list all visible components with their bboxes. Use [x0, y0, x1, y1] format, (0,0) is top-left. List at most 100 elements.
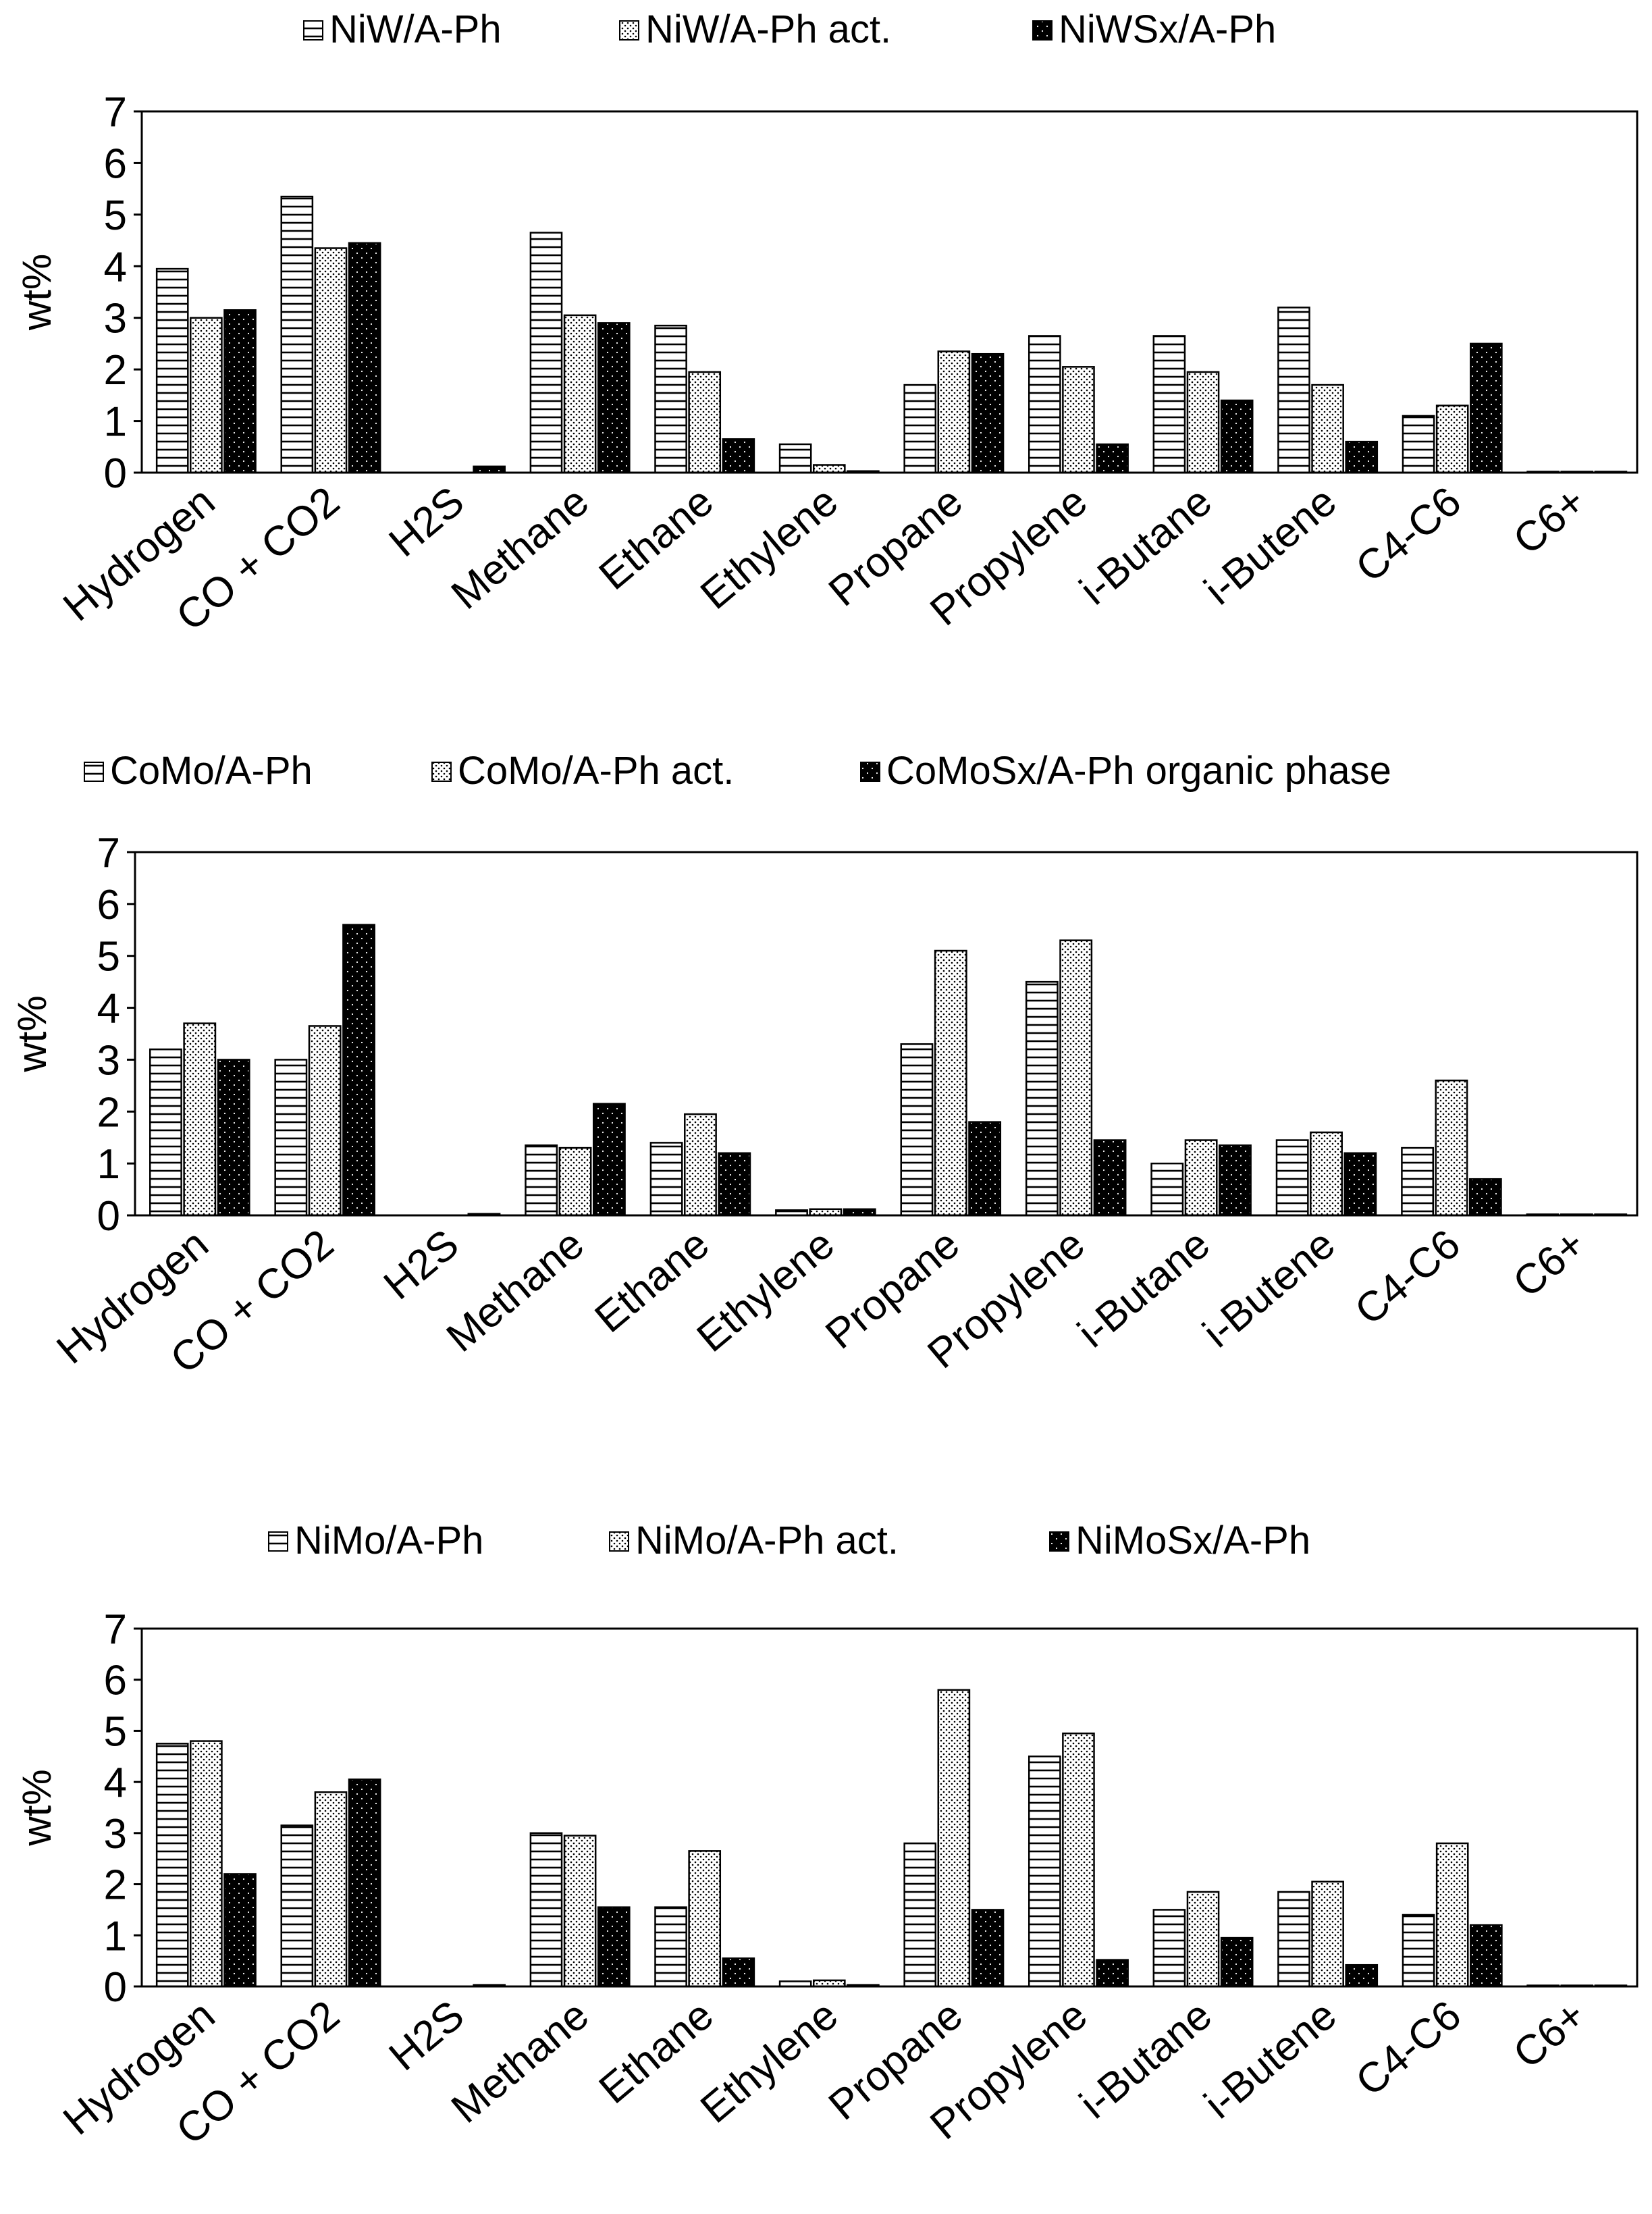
y-tick-label-7: 7 [104, 1606, 127, 1653]
legend-label-2: NiMo/A-Ph act. [635, 1519, 899, 1562]
bar-black-10 [1470, 1924, 1503, 1988]
bar-hlines-8 [1152, 1909, 1186, 1988]
bar-hlines-1 [274, 1059, 308, 1217]
bar-hlines-9 [1277, 1891, 1310, 1988]
y-tick-label-3: 3 [104, 1811, 127, 1857]
bar-dots-3 [563, 1835, 597, 1988]
legend-swatch-1 [268, 1531, 288, 1552]
bar-dots-1 [314, 1791, 348, 1988]
bar-black-1 [348, 1778, 381, 1988]
x-tick-label-10: C4-C6 [1348, 478, 1470, 591]
y-tick-label-1: 1 [104, 399, 127, 446]
y-tick-label-5: 5 [97, 934, 120, 980]
bar-hlines-8 [1150, 1162, 1184, 1217]
bar-hlines-4 [654, 1906, 687, 1988]
bar-hlines-0 [155, 267, 189, 474]
bar-dots-10 [1435, 1842, 1469, 1988]
bar-dots-8 [1186, 371, 1220, 474]
plot-frame [140, 1627, 1638, 1988]
y-tick-label-2: 2 [104, 347, 127, 394]
legend-swatch-1 [303, 20, 323, 41]
bar-black-7 [1093, 1139, 1127, 1217]
bar-dots-4 [684, 1113, 717, 1217]
bar-hlines-8 [1152, 335, 1186, 474]
bar-dots-3 [563, 314, 597, 474]
plot-frame [140, 110, 1638, 474]
bar-dots-3 [558, 1146, 592, 1217]
bar-hlines-5 [778, 443, 812, 474]
bar-dots-10 [1435, 1079, 1468, 1217]
bar-hlines-0 [149, 1048, 182, 1217]
bar-dots-1 [308, 1025, 342, 1217]
legend-label-3: NiMoSx/A-Ph [1075, 1519, 1310, 1562]
legend-label-1: NiMo/A-Ph [294, 1519, 483, 1562]
y-tick-label-6: 6 [97, 882, 120, 928]
y-tick-label-1: 1 [104, 1913, 127, 1959]
x-tick-label-8: i-Butane [1071, 478, 1221, 614]
legend-swatch-3 [1049, 1531, 1069, 1552]
x-tick-label-9: i-Butene [1196, 1992, 1345, 2128]
bar-hlines-7 [1025, 980, 1059, 1217]
legend-label-3: CoMoSx/A-Ph organic phase [886, 749, 1391, 793]
x-tick-label-5: Ethylene [692, 478, 847, 618]
bar-hlines-7 [1028, 335, 1061, 474]
bar-black-1 [342, 924, 375, 1217]
legend-label-3: NiWSx/A-Ph [1059, 7, 1276, 51]
bar-dots-6 [937, 350, 971, 474]
bar-black-9 [1343, 1152, 1377, 1217]
legend-swatch-2 [619, 20, 639, 41]
x-tick-label-11: C6+ [1505, 478, 1595, 564]
legend-swatch-2 [431, 762, 452, 782]
x-tick-label-2: H2S [381, 1992, 473, 2080]
x-tick-label-5: Ethylene [692, 1992, 847, 2132]
x-tick-label-5: Ethylene [689, 1221, 843, 1361]
bar-black-7 [1096, 443, 1129, 474]
chart-panel-1: NiW/A-Ph NiW/A-Ph act. NiWSx/A-Ph 01 2 3 4 5 67 w… [14, 7, 1638, 640]
bar-dots-4 [688, 371, 722, 474]
y-tick-label-3: 3 [104, 296, 127, 342]
bar-hlines-4 [649, 1142, 683, 1217]
legend-label-1: NiW/A-Ph [329, 7, 502, 51]
plot-frame [134, 851, 1638, 1217]
bar-dots-0 [190, 317, 223, 474]
bar-dots-8 [1186, 1891, 1220, 1988]
x-tick-label-10: C4-C6 [1348, 1992, 1470, 2105]
bar-black-10 [1468, 1178, 1502, 1217]
chart-panel-3: NiMo/A-Ph NiMo/A-Ph act. NiMoSx/A-Ph 0 12 3 4 5… [14, 1519, 1638, 2154]
bar-hlines-4 [654, 324, 687, 474]
bar-black-9 [1345, 1963, 1379, 1988]
y-tick-label-4: 4 [104, 1760, 127, 1806]
x-tick-label-3: Methane [443, 1992, 597, 2132]
bar-dots-7 [1062, 366, 1095, 474]
bar-dots-9 [1311, 384, 1344, 474]
bar-hlines-1 [280, 1824, 314, 1988]
y-tick-label-6: 6 [104, 140, 127, 187]
x-tick-label-11: C6+ [1505, 1992, 1595, 2078]
x-tick-label-3: Methane [438, 1221, 593, 1361]
bar-hlines-3 [525, 1144, 558, 1217]
x-tick-label-8: i-Butane [1071, 1992, 1221, 2128]
y-tick-label-2: 2 [104, 1862, 127, 1909]
bar-black-4 [722, 1957, 755, 1988]
bar-dots-7 [1062, 1732, 1095, 1988]
bar-dots-0 [190, 1740, 223, 1988]
y-tick-label-3: 3 [97, 1037, 120, 1084]
bar-hlines-0 [155, 1743, 189, 1988]
bar-black-0 [223, 309, 257, 474]
legend-swatch-1 [84, 762, 104, 782]
bar-black-3 [597, 322, 631, 474]
bar-dots-6 [934, 949, 967, 1217]
y-tick-label-1: 1 [97, 1141, 120, 1188]
x-tick-label-8: i-Butane [1069, 1221, 1219, 1356]
x-tick-label-3: Methane [443, 478, 597, 618]
bar-hlines-6 [903, 384, 937, 474]
bar-dots-5 [812, 464, 846, 474]
bar-hlines-6 [903, 1842, 937, 1988]
bar-black-6 [971, 1909, 1005, 1988]
bar-dots-9 [1310, 1131, 1343, 1217]
bar-dots-1 [314, 247, 348, 474]
bar-black-8 [1219, 1144, 1252, 1217]
bar-black-6 [971, 352, 1005, 474]
bar-black-8 [1220, 1936, 1254, 1988]
y-tick-label-5: 5 [104, 1708, 127, 1755]
